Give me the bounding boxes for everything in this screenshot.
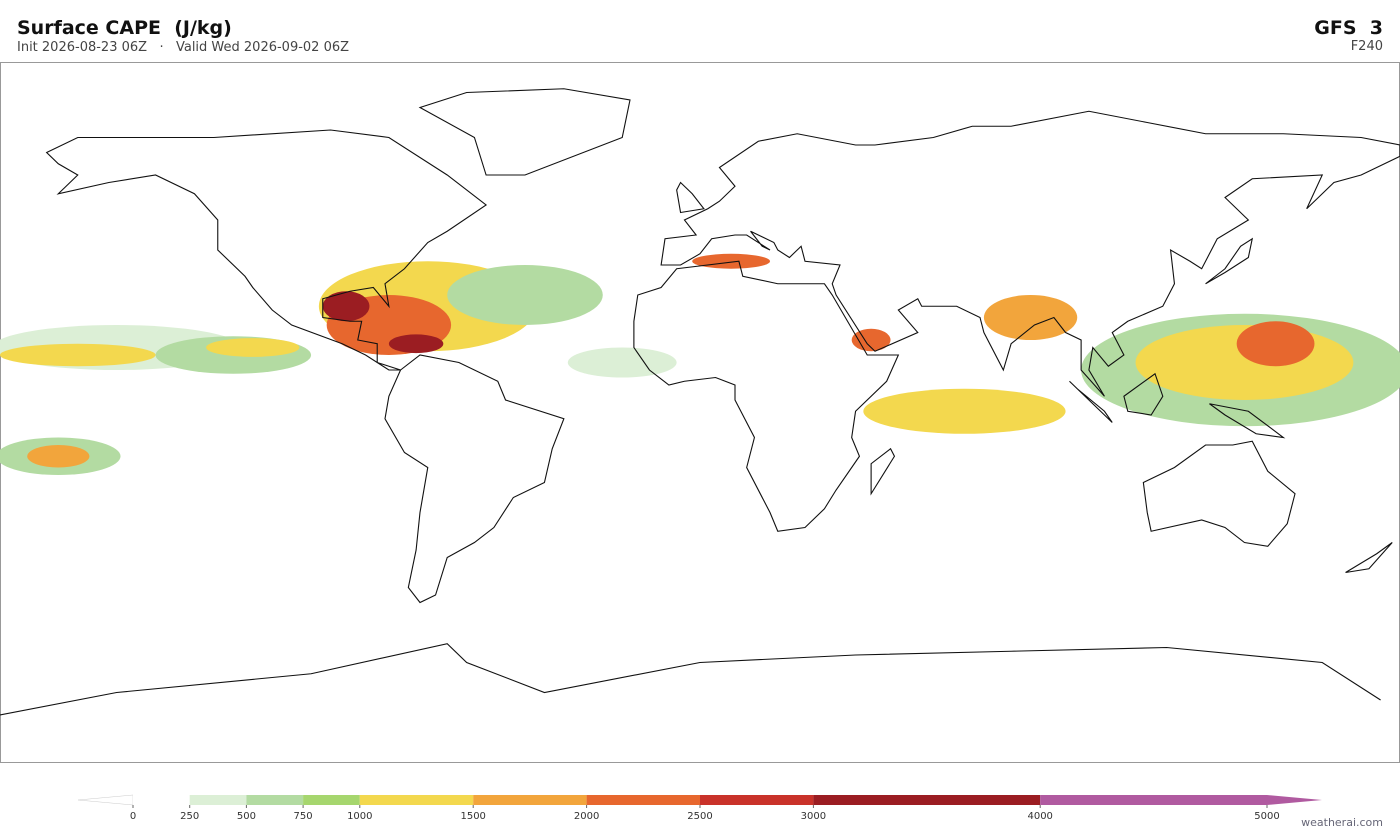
colorbar-tick-label: 0 bbox=[130, 811, 136, 822]
cape-area bbox=[447, 265, 603, 325]
coastline bbox=[385, 355, 564, 603]
cape-area bbox=[206, 338, 300, 357]
colorbar-bin bbox=[1040, 795, 1267, 805]
colorbar-tick-label: 2000 bbox=[574, 811, 599, 822]
colorbar-bin bbox=[700, 795, 814, 805]
colorbar-tick-label: 2500 bbox=[687, 811, 712, 822]
credit: weatherai.com bbox=[1301, 816, 1383, 829]
colorbar-bin bbox=[303, 795, 360, 805]
colorbar-bin bbox=[246, 795, 304, 805]
colorbar-extend-low bbox=[77, 794, 134, 806]
coastline bbox=[0, 644, 1381, 715]
forecast-hour: F240 bbox=[1351, 39, 1383, 54]
coastline bbox=[47, 130, 486, 370]
colorbar-bin bbox=[813, 795, 1041, 805]
cape-area bbox=[322, 291, 370, 322]
cape-area bbox=[567, 347, 677, 378]
coastline bbox=[661, 111, 1400, 396]
colorbar-bin bbox=[473, 795, 587, 805]
colorbar: 0 250 500 750 1000 1500 2000 2500 3000 4000 5000 bbox=[77, 794, 1322, 822]
map bbox=[0, 89, 1400, 715]
colorbar-extend-high bbox=[1267, 795, 1322, 805]
colorbar-bin bbox=[586, 795, 700, 805]
cape-field bbox=[0, 253, 1400, 475]
colorbar-bin bbox=[133, 795, 190, 805]
colorbar-tick-label: 1500 bbox=[460, 811, 485, 822]
colorbar-bin bbox=[359, 795, 474, 805]
colorbar-tick-label: 750 bbox=[294, 811, 313, 822]
coastline bbox=[677, 183, 1284, 494]
coastline bbox=[634, 261, 898, 531]
coastline bbox=[1143, 441, 1392, 572]
colorbar-tick-label: 250 bbox=[180, 811, 199, 822]
cape-area bbox=[388, 334, 444, 354]
colorbar-tick-label: 1000 bbox=[347, 811, 372, 822]
model-name: GFS 3 bbox=[1314, 17, 1383, 39]
cape-area bbox=[983, 295, 1078, 340]
coastline bbox=[420, 89, 630, 175]
colorbar-tick-label: 4000 bbox=[1027, 811, 1052, 822]
cape-area bbox=[863, 388, 1066, 434]
subtitle: Init 2026-08-23 06Z · Valid Wed 2026-09-… bbox=[17, 40, 349, 55]
cape-area bbox=[692, 253, 771, 269]
cape-area bbox=[1236, 321, 1315, 367]
title: Surface CAPE (J/kg) bbox=[17, 17, 232, 39]
colorbar-tick-label: 500 bbox=[237, 811, 256, 822]
colorbar-tick-label: 5000 bbox=[1254, 811, 1279, 822]
colorbar-bin bbox=[189, 795, 247, 805]
colorbar-tick-label: 3000 bbox=[801, 811, 826, 822]
cape-area bbox=[27, 445, 90, 468]
cape-area bbox=[0, 343, 156, 367]
